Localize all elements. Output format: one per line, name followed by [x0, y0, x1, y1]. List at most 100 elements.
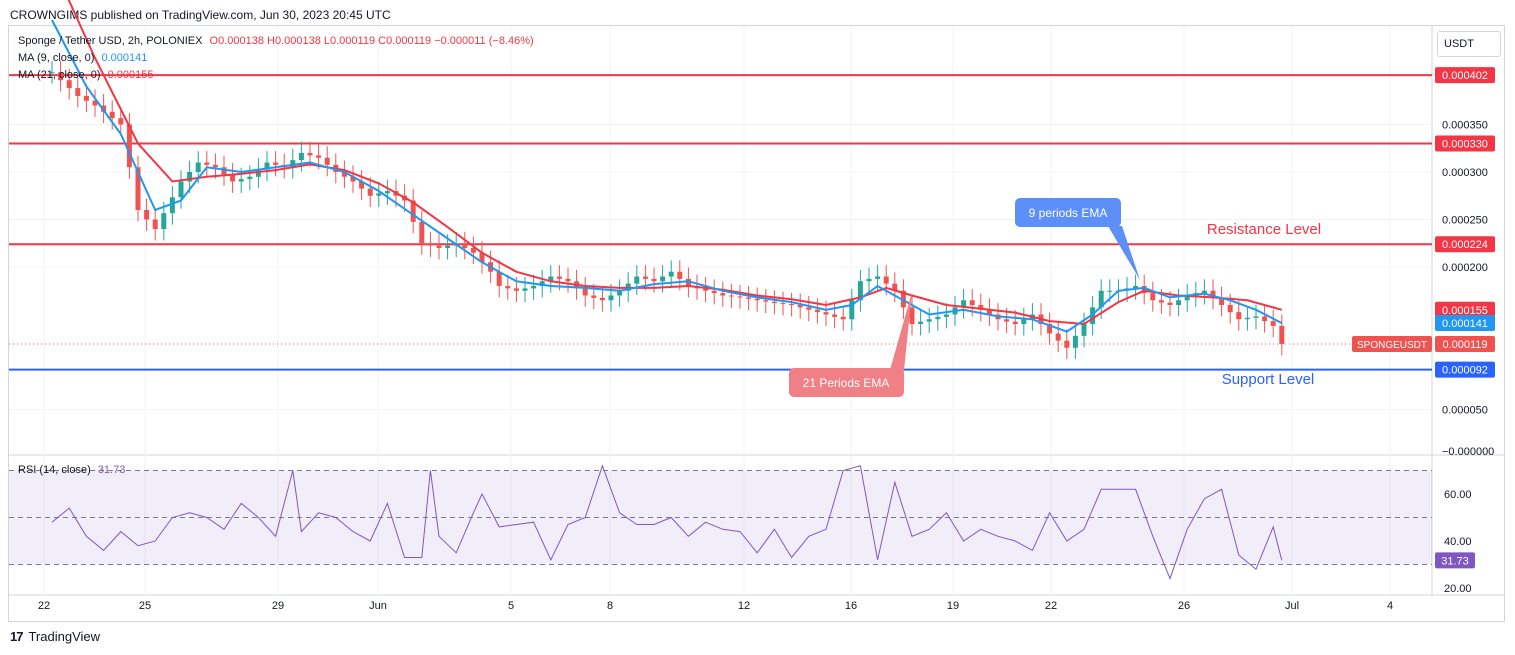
candle-body[interactable]: [1004, 319, 1010, 322]
candle-body[interactable]: [324, 157, 330, 165]
candle-body[interactable]: [548, 276, 554, 282]
candle-body[interactable]: [496, 271, 502, 286]
candle-body[interactable]: [789, 304, 795, 306]
candle-body[interactable]: [1279, 325, 1285, 344]
candle-body[interactable]: [1141, 286, 1147, 294]
candle-body[interactable]: [909, 307, 915, 324]
candle-body[interactable]: [1244, 317, 1250, 320]
candle-body[interactable]: [1055, 333, 1061, 341]
candle-body[interactable]: [1150, 293, 1156, 301]
candle-body[interactable]: [298, 153, 304, 161]
candle-body[interactable]: [1253, 316, 1259, 318]
candle-body[interactable]: [556, 276, 562, 279]
candle-body[interactable]: [608, 295, 614, 301]
candle-body[interactable]: [419, 221, 425, 244]
candle-body[interactable]: [307, 153, 313, 156]
candle-body[interactable]: [1107, 290, 1113, 292]
candle-body[interactable]: [565, 278, 571, 282]
candle-body[interactable]: [823, 312, 829, 315]
candle-body[interactable]: [187, 172, 193, 182]
candle-body[interactable]: [780, 303, 786, 305]
rsi-line[interactable]: [51, 464, 1283, 581]
candle-body[interactable]: [195, 162, 201, 173]
candle-body[interactable]: [1158, 300, 1164, 303]
candle-body[interactable]: [367, 188, 373, 196]
candle-body[interactable]: [436, 245, 442, 248]
ema9-callout-box[interactable]: [1015, 198, 1121, 227]
candle-body[interactable]: [1072, 335, 1078, 348]
candle-body[interactable]: [935, 316, 941, 320]
candle-body[interactable]: [513, 288, 519, 291]
candle-body[interactable]: [1227, 305, 1233, 313]
candle-body[interactable]: [1021, 319, 1027, 324]
candle-body[interactable]: [1201, 290, 1207, 294]
candle-body[interactable]: [806, 307, 812, 310]
candle-body[interactable]: [410, 200, 416, 222]
candle-body[interactable]: [892, 283, 898, 291]
candle-body[interactable]: [221, 167, 227, 175]
candle-body[interactable]: [264, 162, 270, 170]
ema21-line[interactable]: [52, 0, 1283, 326]
candle-body[interactable]: [1167, 302, 1173, 305]
candle-body[interactable]: [978, 305, 984, 310]
candle-body[interactable]: [1047, 324, 1053, 334]
candle-body[interactable]: [883, 276, 889, 284]
candle-body[interactable]: [204, 162, 210, 165]
candle-body[interactable]: [1133, 286, 1139, 289]
candle-body[interactable]: [238, 179, 244, 182]
legend-ma9-row[interactable]: MA (9, close, 0) 0.000141: [18, 52, 151, 64]
candle-body[interactable]: [617, 290, 623, 296]
candle-body[interactable]: [135, 167, 141, 210]
candle-body[interactable]: [462, 243, 468, 248]
candle-body[interactable]: [255, 169, 261, 177]
candle-body[interactable]: [685, 278, 691, 286]
candle-body[interactable]: [771, 301, 777, 304]
candle-body[interactable]: [599, 297, 605, 301]
candle-body[interactable]: [1262, 316, 1268, 322]
candle-body[interactable]: [178, 181, 184, 198]
candle-body[interactable]: [797, 305, 803, 308]
candle-body[interactable]: [969, 300, 975, 305]
candle-body[interactable]: [857, 281, 863, 301]
candle-body[interactable]: [531, 286, 537, 289]
candle-body[interactable]: [918, 321, 924, 324]
candle-body[interactable]: [582, 288, 588, 296]
candle-body[interactable]: [273, 162, 279, 165]
candle-body[interactable]: [118, 118, 124, 125]
candle-body[interactable]: [1064, 340, 1070, 348]
candle-body[interactable]: [49, 72, 55, 74]
candle-body[interactable]: [1184, 295, 1190, 301]
candle-body[interactable]: [986, 309, 992, 315]
candle-body[interactable]: [961, 300, 967, 308]
candle-body[interactable]: [359, 181, 365, 189]
candle-body[interactable]: [737, 296, 743, 298]
legend-rsi-row[interactable]: RSI (14, close) 31.73: [18, 464, 129, 476]
candle-body[interactable]: [926, 319, 932, 322]
candle-body[interactable]: [763, 300, 769, 302]
candle-body[interactable]: [634, 276, 640, 284]
candle-body[interactable]: [75, 88, 81, 96]
candle-body[interactable]: [161, 213, 167, 229]
candle-body[interactable]: [943, 314, 949, 317]
candle-body[interactable]: [866, 278, 872, 282]
footer-brand[interactable]: 17 TradingView: [10, 629, 100, 644]
candle-body[interactable]: [144, 210, 150, 220]
candle-body[interactable]: [445, 245, 451, 248]
candle-body[interactable]: [642, 276, 648, 279]
candle-body[interactable]: [754, 298, 760, 301]
candle-body[interactable]: [728, 295, 734, 297]
candle-body[interactable]: [900, 290, 906, 308]
candle-body[interactable]: [58, 72, 64, 81]
candle-body[interactable]: [169, 197, 175, 214]
candle-body[interactable]: [720, 293, 726, 296]
candle-body[interactable]: [677, 271, 683, 279]
candle-body[interactable]: [341, 172, 347, 177]
candle-body[interactable]: [230, 174, 236, 182]
candle-body[interactable]: [505, 286, 511, 289]
candle-body[interactable]: [1210, 290, 1216, 298]
candle-body[interactable]: [1012, 321, 1018, 324]
candle-body[interactable]: [840, 316, 846, 320]
candle-body[interactable]: [1219, 297, 1225, 305]
candle-body[interactable]: [539, 281, 545, 286]
candle-body[interactable]: [522, 288, 528, 291]
